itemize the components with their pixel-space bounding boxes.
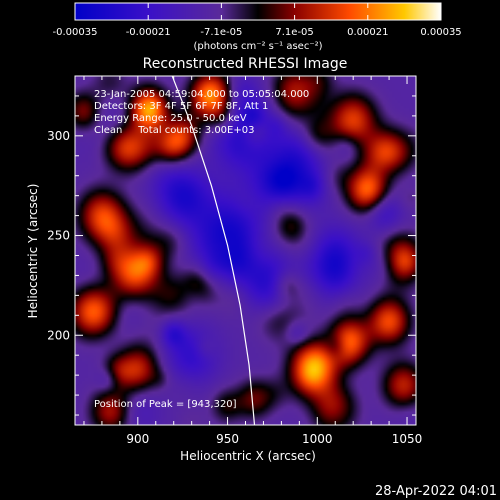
annotation-energy-range: Energy Range: 25.0 - 50.0 keV — [94, 113, 247, 124]
y-tick-label: 300 — [47, 129, 70, 143]
x-tick-label: 900 — [126, 432, 149, 446]
annotation-clean-counts: Clean Total counts: 3.00E+03 — [94, 125, 254, 136]
colorbar-ticks — [74, 3, 442, 20]
chart-title: Reconstructed RHESSI Image — [143, 56, 348, 72]
footer-timestamp: 28-Apr-2022 04:01 — [375, 484, 497, 499]
y-axis-ticks: 200 250 300 — [47, 75, 416, 416]
y-tick-label: 200 — [47, 328, 70, 342]
colorbar-tick-label: 7.1e-05 — [275, 27, 313, 38]
colorbar-tick-label: 0.00021 — [347, 27, 388, 38]
annotation-detectors: Detectors: 3F 4F 5F 6F 7F 8F, Att 1 — [94, 101, 268, 112]
x-axis-label: Heliocentric X (arcsec) — [180, 449, 316, 463]
colorbar-units: (photons cm⁻² s⁻¹ asec⁻²) — [193, 41, 322, 52]
x-tick-label: 950 — [216, 432, 239, 446]
x-tick-label: 1050 — [392, 432, 423, 446]
colorbar-tick-label: -7.1e-05 — [200, 27, 242, 38]
colorbar-tick-label: -0.00035 — [53, 27, 98, 38]
x-tick-label: 1000 — [302, 432, 333, 446]
colorbar-tick-label: -0.00021 — [126, 27, 171, 38]
solar-limb-curve — [171, 76, 256, 425]
annotation-time-range: 23-Jan-2005 04:59:04.000 to 05:05:04.000 — [94, 89, 309, 100]
colorbar-tick-labels: -0.00035 -0.00021 -7.1e-05 7.1e-05 0.00021 0.… — [53, 27, 462, 38]
colorbar-tick-label: 0.00035 — [420, 27, 461, 38]
y-tick-label: 250 — [47, 229, 70, 243]
x-axis-ticks: 900 950 1000 1050 — [83, 76, 423, 446]
heatmap-image — [75, 76, 416, 425]
annotation-peak-position: Position of Peak = [943,320] — [94, 399, 237, 410]
colorbar — [74, 2, 442, 21]
y-axis-label: Heliocentric Y (arcsec) — [26, 184, 40, 319]
annotation-block: 23-Jan-2005 04:59:04.000 to 05:05:04.000… — [94, 89, 309, 410]
